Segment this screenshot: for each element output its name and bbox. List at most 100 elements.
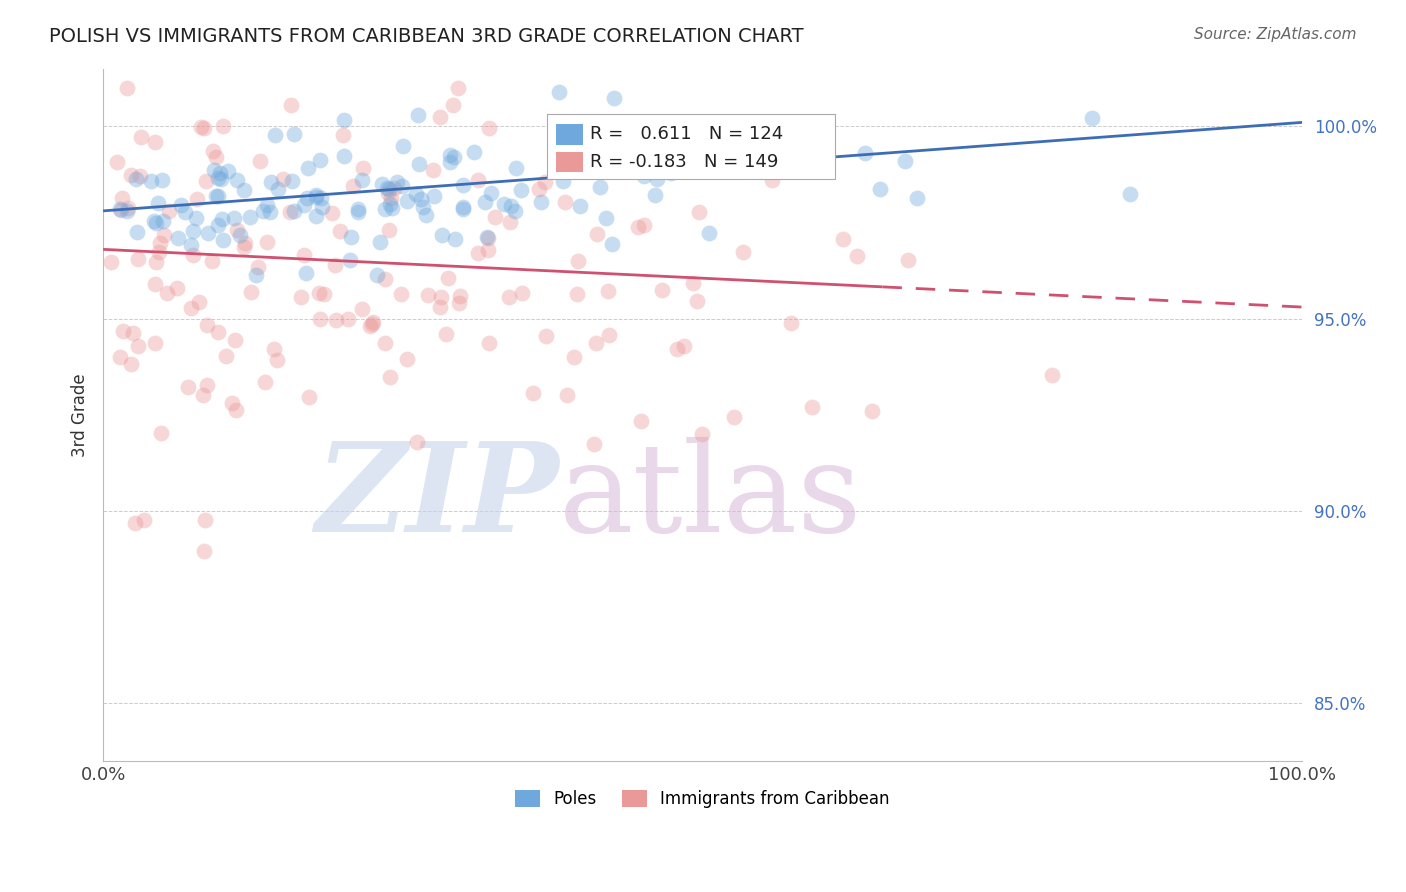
Point: [423, 189, 446, 203]
Point: [406, 107, 429, 121]
Point: [447, 80, 470, 95]
Point: [585, 335, 607, 350]
Point: [254, 375, 277, 389]
Point: [595, 163, 617, 178]
Point: [567, 287, 589, 301]
Point: [143, 335, 166, 350]
Point: [314, 287, 336, 301]
Point: [633, 218, 655, 232]
Point: [180, 237, 202, 252]
Text: R =   0.611   N = 124: R = 0.611 N = 124: [591, 125, 783, 144]
Point: [463, 145, 485, 160]
Point: [211, 233, 233, 247]
Point: [479, 186, 502, 200]
Point: [170, 198, 193, 212]
Point: [226, 223, 249, 237]
Point: [430, 290, 453, 304]
Point: [195, 377, 218, 392]
Point: [146, 196, 169, 211]
Point: [177, 379, 200, 393]
Point: [350, 173, 373, 187]
Point: [141, 174, 163, 188]
Point: [586, 227, 609, 242]
Text: Source: ZipAtlas.com: Source: ZipAtlas.com: [1194, 27, 1357, 42]
Point: [117, 202, 139, 216]
Point: [598, 328, 620, 343]
Point: [100, 255, 122, 269]
Point: [439, 155, 461, 169]
Point: [221, 396, 243, 410]
Point: [651, 283, 673, 297]
Point: [226, 173, 249, 187]
Point: [627, 220, 650, 235]
Point: [501, 199, 523, 213]
Point: [378, 222, 401, 236]
Point: [280, 174, 302, 188]
Point: [530, 194, 553, 209]
Point: [475, 230, 498, 244]
Point: [894, 154, 917, 169]
Point: [451, 200, 474, 214]
Point: [120, 357, 142, 371]
Point: [201, 254, 224, 268]
Point: [188, 294, 211, 309]
Point: [478, 336, 501, 351]
Point: [184, 211, 207, 225]
Point: [385, 175, 408, 189]
Point: [409, 192, 432, 206]
Point: [377, 186, 399, 201]
Point: [498, 289, 520, 303]
Point: [305, 190, 328, 204]
Point: [378, 369, 401, 384]
Point: [308, 153, 330, 168]
Point: [207, 218, 229, 232]
Point: [157, 203, 180, 218]
Point: [186, 192, 208, 206]
Point: [690, 126, 713, 140]
Point: [688, 205, 710, 219]
Point: [510, 286, 533, 301]
Point: [191, 388, 214, 402]
Point: [263, 342, 285, 356]
Text: POLISH VS IMMIGRANTS FROM CARIBBEAN 3RD GRADE CORRELATION CHART: POLISH VS IMMIGRANTS FROM CARIBBEAN 3RD …: [49, 27, 804, 45]
Point: [110, 202, 132, 217]
Point: [860, 404, 883, 418]
Point: [127, 252, 149, 266]
Point: [143, 277, 166, 292]
Point: [595, 211, 617, 225]
Point: [598, 158, 620, 172]
Point: [329, 223, 352, 237]
Point: [339, 253, 361, 268]
Point: [337, 312, 360, 326]
Point: [150, 173, 173, 187]
Point: [562, 154, 585, 169]
Point: [143, 136, 166, 150]
Point: [207, 326, 229, 340]
Point: [125, 172, 148, 186]
Point: [405, 186, 427, 201]
Point: [347, 202, 370, 217]
Point: [252, 203, 274, 218]
Point: [209, 167, 232, 181]
Point: [534, 175, 557, 189]
Point: [434, 326, 457, 341]
Point: [115, 203, 138, 218]
Point: [478, 121, 501, 136]
Point: [733, 244, 755, 259]
Point: [467, 245, 489, 260]
Point: [142, 214, 165, 228]
Point: [323, 258, 346, 272]
Point: [359, 319, 381, 334]
Point: [283, 203, 305, 218]
Point: [640, 155, 662, 169]
Point: [589, 120, 612, 134]
Point: [332, 149, 354, 163]
Point: [280, 97, 302, 112]
Point: [503, 204, 526, 219]
Point: [897, 252, 920, 267]
Point: [181, 248, 204, 262]
Point: [233, 183, 256, 197]
Point: [127, 339, 149, 353]
Point: [633, 169, 655, 183]
Bar: [557, 124, 582, 145]
